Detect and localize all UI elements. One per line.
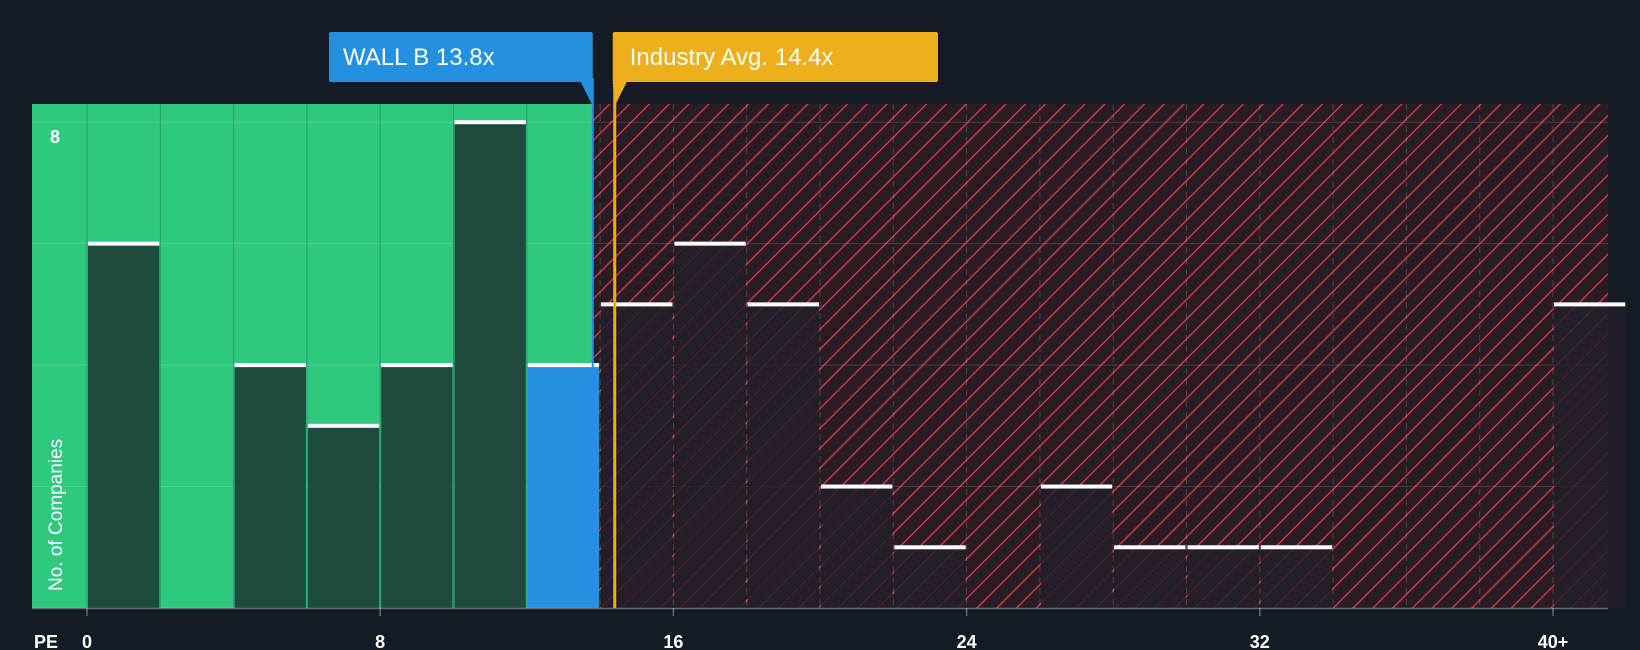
bar-cap [381,363,453,368]
bar-cap [307,423,380,428]
x-tick-label: 16 [663,632,683,650]
x-tick-label: 40+ [1538,632,1569,650]
bar-cap [87,241,160,246]
histogram-bar [747,304,819,608]
histogram-bar [1187,547,1259,608]
bar-caps [87,120,1626,550]
bar-cap [674,241,746,246]
x-tick-label: 32 [1250,632,1270,650]
bar-cap [601,302,673,307]
histogram-bar [381,365,453,608]
x-axis-label: PE [34,632,58,650]
company-callout-label: WALL B 13.8x [343,44,495,71]
bar-cap [1040,484,1113,489]
y-tick-label: 8 [50,127,60,147]
histogram-bar [1260,547,1333,608]
bar-cap [1260,545,1333,550]
bin-dividers [86,104,1554,608]
bar-cap [1187,545,1259,550]
x-tick-label: 8 [375,632,385,650]
bar-cap [1554,302,1626,307]
bar-cap [894,545,966,550]
histogram-bar [527,365,600,608]
bar-cap [1114,545,1186,550]
industry-callout [612,32,938,82]
x-axis-ticks: 0 8 16 24 32 40+ [82,608,1568,650]
industry-callout-pointer [612,82,627,106]
bar-cap [821,484,893,489]
histogram-bar [601,304,673,608]
histogram-bar [87,243,160,608]
company-callout-pointer [580,82,593,106]
company-callout [329,32,593,82]
y-axis-tick-labels: 8 [50,127,60,147]
histogram-bar [894,547,966,608]
x-tick-label: 0 [82,632,92,650]
histogram-bar [674,243,746,608]
histogram-bar [821,486,893,608]
x-tick-label: 24 [957,632,977,650]
histogram-bar [234,365,306,608]
histogram-bar [1040,486,1113,608]
histogram-bar [307,425,380,608]
bar-cap [234,363,306,368]
y-axis-label: No. of Companies [46,439,67,591]
histogram-bar [1114,547,1186,608]
histogram-bar [454,122,526,609]
histogram-bar [1554,304,1626,608]
histogram-bars [87,122,1626,609]
bar-cap [747,302,819,307]
bar-cap [527,363,600,368]
industry-callout-label: Industry Avg. 14.4x [630,44,834,71]
bar-cap [454,120,526,125]
